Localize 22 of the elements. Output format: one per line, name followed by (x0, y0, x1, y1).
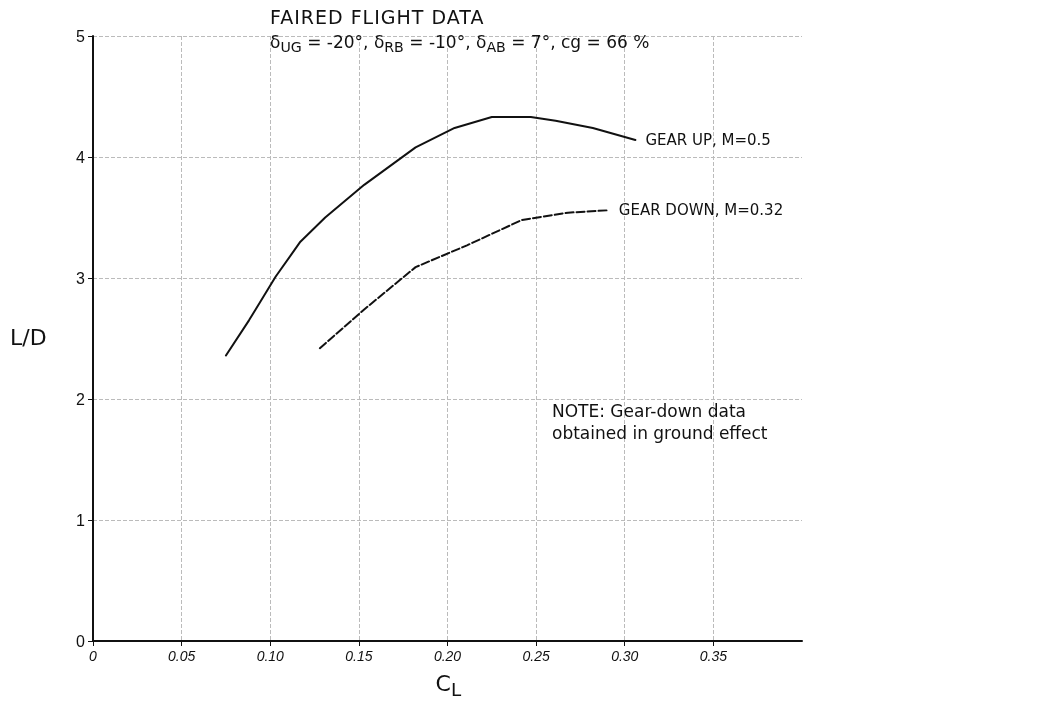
y-axis-title: L/D (10, 324, 47, 350)
x-tick-label: 0.15 (345, 648, 373, 664)
chart-title: FAIRED FLIGHT DATA (270, 6, 485, 28)
y-tick-label: 3 (76, 269, 86, 287)
y-tick-label: 5 (76, 27, 86, 45)
x-tick-label: 0 (89, 648, 98, 664)
x-tick-label: 0.05 (168, 648, 196, 664)
y-tick-label: 2 (76, 390, 86, 408)
x-tick-label: 0.25 (522, 648, 550, 664)
annotation: NOTE: Gear-down data obtained in ground effect (552, 400, 769, 445)
x-tick-label: 0.10 (256, 648, 285, 664)
line-series (318, 209, 610, 350)
series-label: GEAR DOWN, M=0.32 (618, 201, 784, 220)
y-tick-label: 0 (76, 632, 86, 650)
x-tick-label: 0.30 (611, 648, 639, 664)
chart-subtitle: δ$_{UG}$ = -20°, δ$_{RB}$ = -10°, δ$_{AB}$ = 7°, cg = 66 % (270, 32, 650, 56)
y-tick-label: 1 (76, 511, 86, 529)
series-label: GEAR UP, M=0.5 (645, 131, 771, 150)
y-tick-label: 4 (76, 148, 86, 166)
x-tick-label: 0.35 (699, 648, 728, 664)
x-axis-title: C$_{L}$ (435, 671, 462, 701)
x-tick-label: 0.20 (433, 648, 462, 664)
